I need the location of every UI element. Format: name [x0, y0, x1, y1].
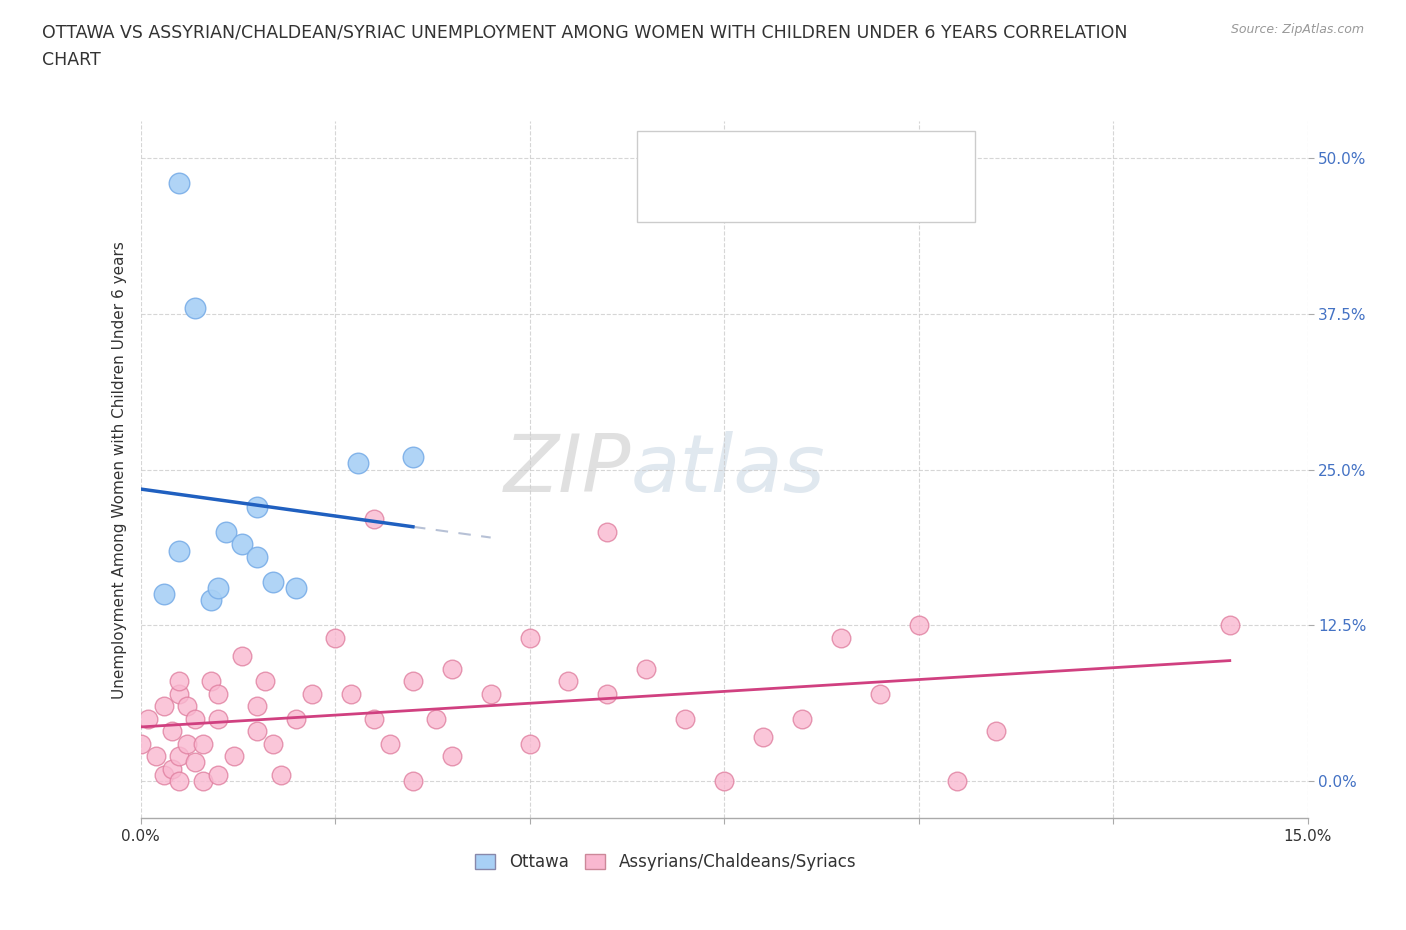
Point: [246, 499, 269, 514]
Point: [129, 737, 152, 751]
Point: [323, 631, 346, 645]
Point: [713, 774, 735, 789]
Point: [270, 767, 292, 782]
Point: [169, 176, 191, 191]
Point: [200, 674, 222, 689]
Point: [191, 737, 214, 751]
Point: [946, 774, 969, 789]
Point: [184, 300, 207, 315]
Text: ZIP: ZIP: [503, 431, 631, 509]
Point: [752, 730, 775, 745]
Point: [176, 698, 198, 713]
Point: [222, 749, 245, 764]
Point: [363, 711, 385, 726]
Text: CHART: CHART: [42, 51, 101, 69]
Point: [169, 674, 191, 689]
Point: [425, 711, 447, 726]
Point: [246, 698, 269, 713]
Point: [285, 711, 308, 726]
Point: [402, 774, 425, 789]
Y-axis label: Unemployment Among Women with Children Under 6 years: Unemployment Among Women with Children U…: [111, 241, 127, 698]
Point: [378, 737, 401, 751]
Point: [402, 450, 425, 465]
Point: [207, 711, 229, 726]
Point: [215, 525, 238, 539]
Point: [169, 774, 191, 789]
Point: [519, 631, 541, 645]
Point: [440, 749, 463, 764]
Point: [986, 724, 1008, 738]
Text: Source: ZipAtlas.com: Source: ZipAtlas.com: [1230, 23, 1364, 36]
Point: [347, 456, 370, 471]
Point: [440, 661, 463, 676]
Point: [153, 698, 176, 713]
Point: [479, 686, 502, 701]
Point: [673, 711, 696, 726]
Point: [207, 767, 229, 782]
Point: [153, 587, 176, 602]
Point: [246, 724, 269, 738]
FancyBboxPatch shape: [637, 131, 974, 222]
Point: [160, 761, 183, 776]
Legend: R = 0.395    N = 14, R = 0.081    N = 57: R = 0.395 N = 14, R = 0.081 N = 57: [662, 144, 903, 216]
Point: [200, 593, 222, 608]
Point: [153, 767, 176, 782]
Text: OTTAWA VS ASSYRIAN/CHALDEAN/SYRIAC UNEMPLOYMENT AMONG WOMEN WITH CHILDREN UNDER : OTTAWA VS ASSYRIAN/CHALDEAN/SYRIAC UNEMP…: [42, 23, 1128, 41]
Text: atlas: atlas: [631, 431, 825, 509]
Point: [402, 674, 425, 689]
Point: [262, 575, 284, 590]
Point: [207, 686, 229, 701]
Point: [557, 674, 579, 689]
Point: [169, 543, 191, 558]
Point: [254, 674, 277, 689]
Point: [184, 755, 207, 770]
Point: [231, 649, 253, 664]
Point: [301, 686, 323, 701]
Point: [339, 686, 361, 701]
Point: [169, 686, 191, 701]
Point: [169, 749, 191, 764]
Point: [160, 724, 183, 738]
Point: [176, 737, 198, 751]
Point: [790, 711, 813, 726]
Point: [191, 774, 214, 789]
Point: [1219, 618, 1241, 632]
Point: [145, 749, 167, 764]
Point: [184, 711, 207, 726]
Point: [138, 711, 160, 726]
Point: [231, 537, 253, 551]
Point: [246, 550, 269, 565]
Point: [519, 737, 541, 751]
Point: [596, 525, 619, 539]
Point: [869, 686, 891, 701]
Point: [596, 686, 619, 701]
Point: [262, 737, 284, 751]
Point: [363, 512, 385, 527]
Point: [207, 580, 229, 595]
Point: [636, 661, 658, 676]
Point: [285, 580, 308, 595]
Point: [907, 618, 929, 632]
Point: [830, 631, 852, 645]
